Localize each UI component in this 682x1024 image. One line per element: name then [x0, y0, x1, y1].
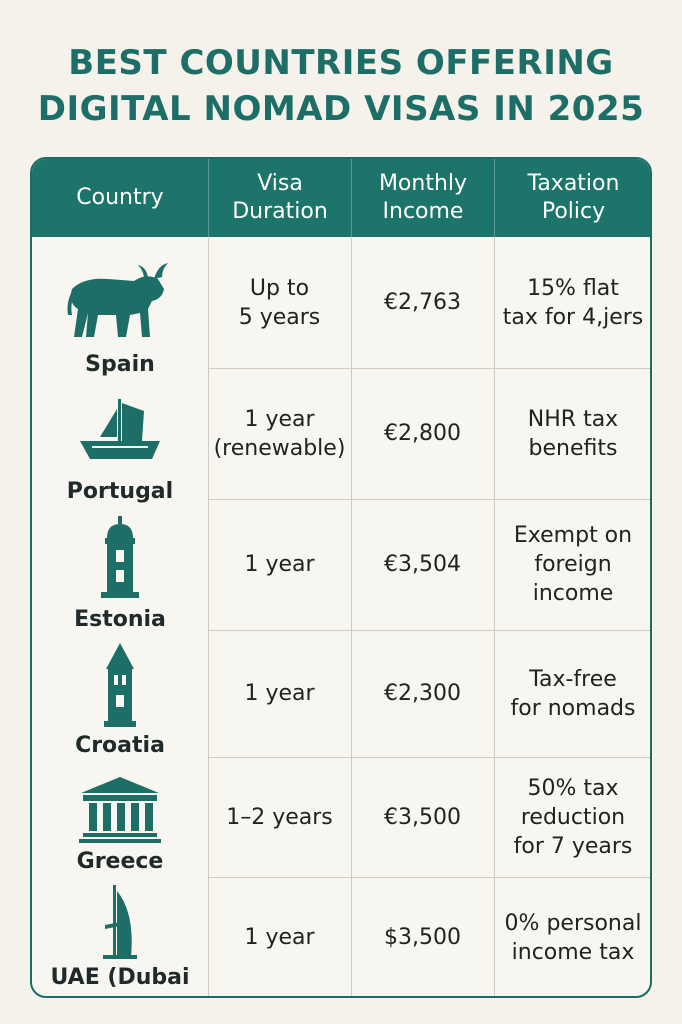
visa-duration-cell: 1 year [244, 552, 315, 577]
visa-duration-cell: 1–2 years [226, 804, 333, 830]
row-divider [208, 499, 650, 500]
burj-al-arab-icon [32, 885, 208, 959]
title-line-1: BEST COUNTRIES OFFERING [68, 43, 614, 83]
row-divider [208, 877, 650, 878]
monthly-income-cell: $3,500 [384, 925, 461, 950]
header-taxation-policy: Taxation Policy [494, 159, 650, 237]
country-name: Estonia [74, 607, 166, 632]
taxation-policy-cell: 0% personal income tax [504, 910, 642, 965]
header-monthly-income: Monthly Income [351, 159, 494, 237]
monthly-income-cell: €2,800 [384, 421, 461, 446]
column-divider [351, 237, 352, 996]
column-divider [208, 237, 209, 996]
monthly-income-cell: €2,763 [384, 290, 461, 315]
row-divider [208, 368, 650, 369]
monthly-income-cell: €2,300 [384, 681, 461, 706]
country-name: Spain [85, 352, 155, 377]
visa-duration-cell: 1 year [244, 681, 315, 706]
bull-icon [32, 259, 208, 343]
table-header: Country Visa Duration Monthly Income Tax… [32, 159, 650, 237]
country-name: Greece [76, 849, 164, 874]
header-country: Country [76, 185, 164, 210]
country-name: Portugal [66, 479, 174, 504]
greek-temple-icon [32, 777, 208, 843]
visa-duration-cell: 1 year (renewable) [213, 406, 346, 461]
caravel-ship-icon [32, 397, 208, 467]
monthly-income-cell: €3,500 [384, 804, 461, 830]
visa-duration-cell: 1 year [244, 925, 315, 950]
header-visa-duration: Visa Duration [208, 159, 351, 237]
column-divider [494, 237, 495, 996]
visa-comparison-table: Country Visa Duration Monthly Income Tax… [30, 157, 652, 998]
title-line-2: DIGITAL NOMAD VISAS IN 2025 [37, 89, 645, 129]
taxation-policy-cell: NHR tax benefits [527, 406, 619, 461]
visa-duration-cell: Up to 5 years [238, 275, 321, 330]
row-divider [208, 630, 650, 631]
taxation-policy-cell: Tax-free for nomads [510, 666, 636, 721]
country-name: Croatia [75, 733, 165, 758]
taxation-policy-cell: 15% flat tax for 4,jers [502, 275, 644, 330]
page-title: BEST COUNTRIES OFFERING DIGITAL NOMAD VI… [0, 40, 682, 132]
tower-icon [32, 516, 208, 600]
row-divider [208, 757, 650, 758]
bell-tower-icon [32, 643, 208, 727]
country-name: UAE (Dubai [50, 965, 190, 990]
taxation-policy-cell: 50% tax reduction for 7 years [513, 775, 633, 859]
monthly-income-cell: €3,504 [384, 552, 461, 577]
taxation-policy-cell: Exempt on foreign income [513, 523, 633, 606]
